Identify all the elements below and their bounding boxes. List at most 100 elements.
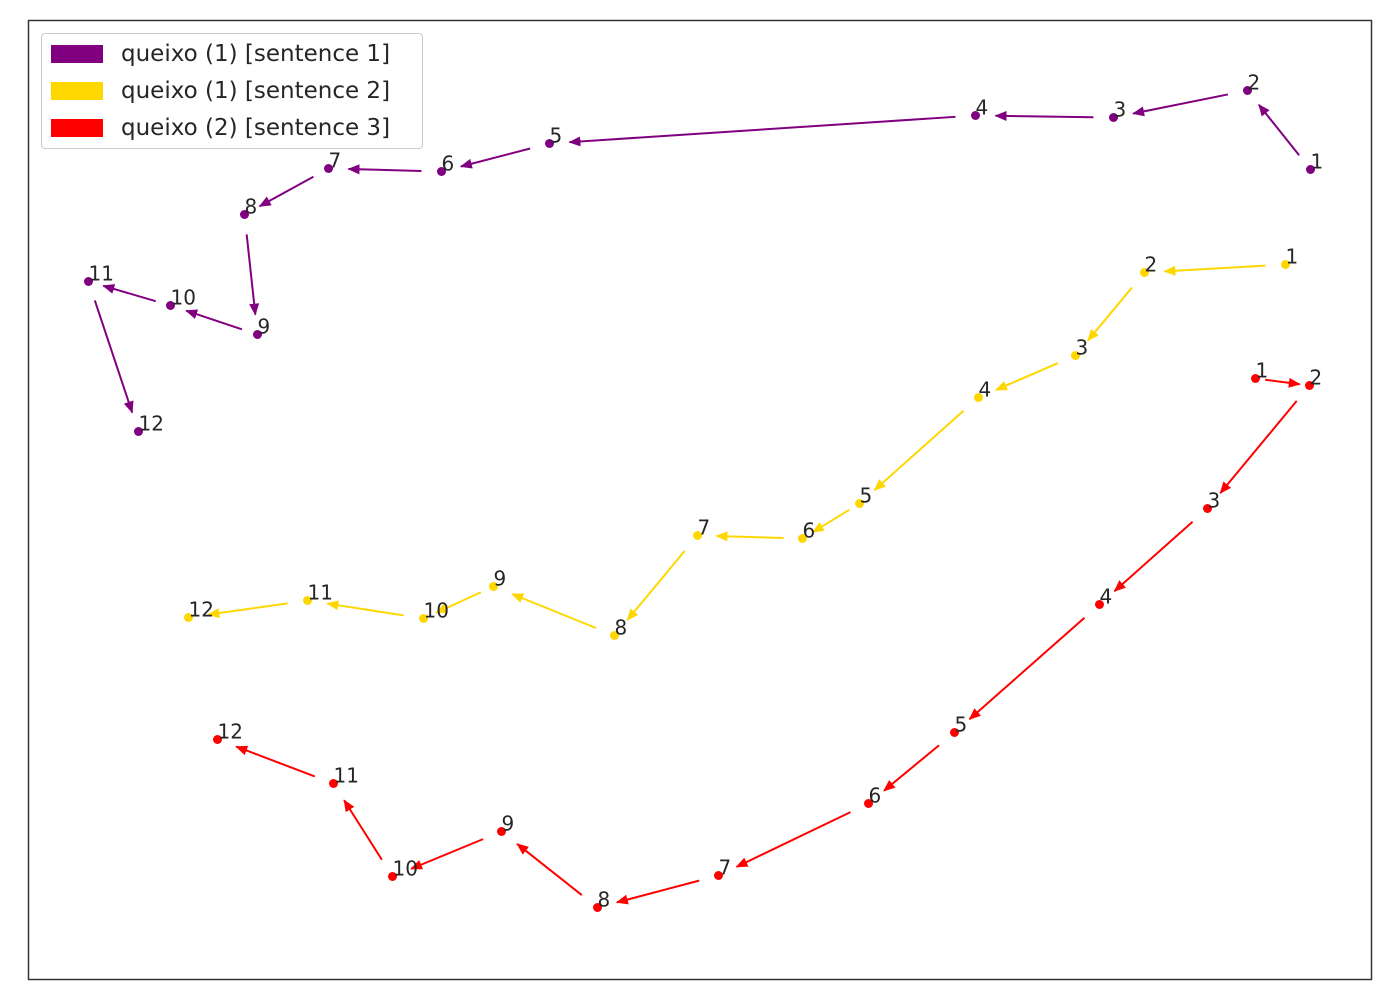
data-point [184,613,193,622]
data-point [1281,260,1290,269]
data-point [1203,504,1212,513]
point-label: 8 [598,888,611,912]
point-label: 2 [1145,253,1158,277]
data-point [864,799,873,808]
trajectory-arrow [968,616,1086,721]
point-label: 2 [1248,71,1261,95]
trajectory-arrow [511,593,597,629]
trajectory-arrow [1113,521,1194,592]
trajectory-arrow [994,110,1094,121]
data-point [950,728,959,737]
point-label: 9 [258,315,271,339]
data-point [166,301,175,310]
point-label: 4 [1100,585,1113,609]
data-point [974,393,983,402]
legend-swatch [51,119,103,137]
point-label: 5 [955,713,968,737]
data-point [1095,600,1104,609]
point-label: 10 [393,857,418,881]
data-point [303,596,312,605]
trajectory-arrow [1132,93,1229,117]
point-label: 4 [976,96,989,120]
point-label: 6 [869,784,882,808]
data-point [1251,374,1260,383]
point-label: 4 [979,378,992,402]
legend-item: queixo (2) [sentence 3] [51,113,390,143]
point-label: 9 [494,567,507,591]
point-label: 11 [334,764,359,788]
point-label: 3 [1208,489,1221,513]
point-label: 6 [442,152,455,176]
trajectory-arrow [347,164,422,175]
data-point [419,614,428,623]
data-point [134,427,143,436]
trajectory-arrow [410,838,484,870]
trajectory-arrow [568,115,956,147]
legend-label: queixo (2) [sentence 3] [121,115,391,141]
point-label: 7 [329,149,342,173]
legend-item: queixo (1) [sentence 2] [51,76,390,106]
point-label: 6 [803,519,816,543]
trajectory-arrow [343,799,383,861]
trajectory-arrow [1163,264,1266,276]
data-point [1243,86,1252,95]
trajectory-arrow [715,531,784,542]
trajectory-arrow [516,843,583,896]
legend: queixo (1) [sentence 1] queixo (1) [sent… [41,33,423,149]
point-label: 1 [1256,359,1269,383]
data-point [610,631,619,640]
point-label: 12 [218,720,243,744]
point-label: 10 [424,599,449,623]
point-label: 1 [1311,150,1324,174]
trajectory-arrow [735,811,851,868]
legend-item: queixo (1) [sentence 1] [51,39,390,69]
point-label: 3 [1076,336,1089,360]
trajectory-arrow [258,175,314,208]
trajectory-arrow [626,550,686,621]
trajectory-arrow [102,284,157,303]
data-point [489,582,498,591]
point-label: 8 [615,616,628,640]
data-point [1306,165,1315,174]
point-label: 1 [1286,245,1299,269]
trajectory-arrow [1258,103,1300,156]
trajectory-arrow [459,147,531,169]
data-point [84,277,93,286]
point-label: 11 [308,581,333,605]
data-point [1109,113,1118,122]
point-label: 8 [245,195,258,219]
trajectory-arrow [1087,286,1133,342]
data-point [855,499,864,508]
data-point [693,531,702,540]
plot-frame [27,19,1373,981]
point-label: 7 [698,516,711,540]
point-label: 2 [1310,366,1323,390]
data-point [593,903,602,912]
data-point [714,871,723,880]
point-label: 3 [1114,98,1127,122]
point-label: 11 [89,262,114,286]
data-point [1071,351,1080,360]
trajectory-arrow [93,300,134,414]
legend-label: queixo (1) [sentence 1] [121,41,391,67]
trajectory-arrow [245,234,260,316]
data-point [253,330,262,339]
data-point [545,139,554,148]
data-point [1305,381,1314,390]
trajectory-arrow [326,600,404,617]
trajectory-arrow [185,309,243,331]
point-label: 5 [860,484,873,508]
trajectory-arrow [883,744,940,792]
trajectory-arrow [235,745,316,778]
data-point [497,827,506,836]
data-point [388,872,397,881]
data-point [437,167,446,176]
point-label: 12 [139,412,164,436]
data-point [324,164,333,173]
legend-swatch [51,45,103,63]
